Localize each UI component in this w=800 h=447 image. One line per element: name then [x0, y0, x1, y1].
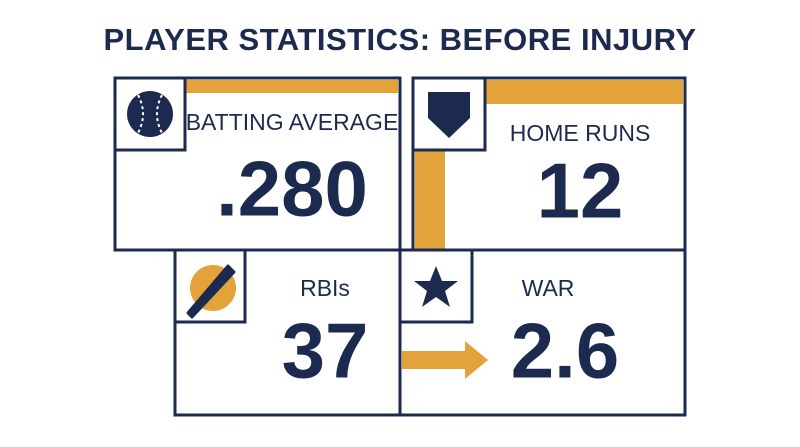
star-icon [414, 266, 458, 307]
baseball-icon [127, 91, 173, 137]
title: PLAYER STATISTICS: BEFORE INJURY [103, 22, 696, 57]
stat-label: BATTING AVERAGE [186, 109, 399, 135]
card-rbis: RBIs 37 [173, 248, 402, 417]
home-plate-icon [428, 92, 470, 138]
card-frame [113, 76, 402, 252]
stat-label: RBIs [300, 275, 350, 301]
stat-value: 12 [537, 147, 624, 235]
card-war: WAR 2.6 [398, 248, 687, 417]
card-batting-average: BATTING AVERAGE .280 [113, 76, 402, 252]
stat-label: WAR [522, 275, 575, 301]
stat-value: 2.6 [511, 307, 619, 395]
bat-icon [186, 264, 236, 319]
accent-band [185, 80, 398, 93]
accent-band [415, 150, 445, 250]
stat-value: .280 [216, 145, 368, 233]
stat-label: HOME RUNS [510, 120, 651, 146]
accent-band [485, 80, 683, 104]
arrow [402, 341, 488, 379]
stat-value: 37 [282, 307, 369, 395]
